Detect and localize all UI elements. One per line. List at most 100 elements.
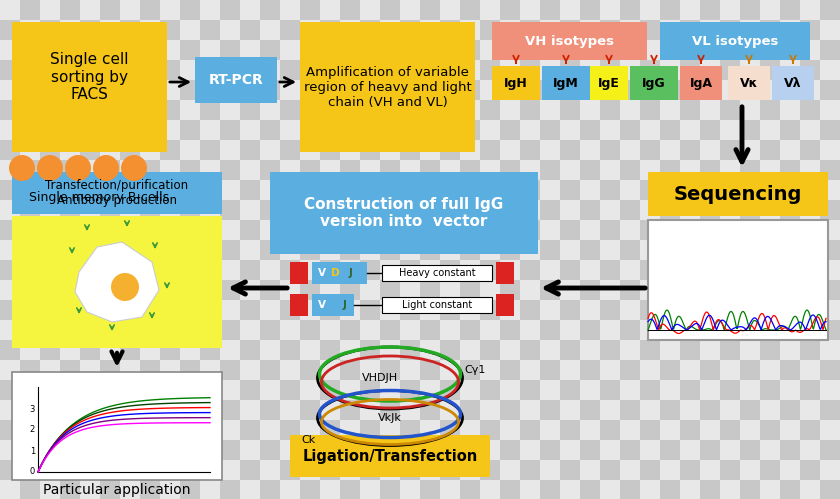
Bar	[20, 440, 40, 460]
Bar	[496, 262, 514, 284]
Bar	[360, 300, 380, 320]
Bar	[560, 460, 580, 480]
Bar	[260, 460, 280, 480]
Bar	[780, 160, 800, 180]
Bar	[640, 100, 660, 120]
Bar	[620, 440, 640, 460]
Bar	[280, 40, 300, 60]
Bar	[360, 360, 380, 380]
Bar	[600, 220, 620, 240]
Bar	[820, 400, 840, 420]
Bar	[60, 280, 80, 300]
Bar	[800, 100, 820, 120]
Bar	[520, 360, 540, 380]
Bar	[420, 240, 440, 260]
Bar	[420, 20, 440, 40]
Bar	[560, 340, 580, 360]
Bar	[420, 180, 440, 200]
Bar	[680, 460, 700, 480]
Bar	[100, 140, 120, 160]
Bar	[120, 180, 140, 200]
Bar	[160, 440, 180, 460]
Bar	[20, 220, 40, 240]
Bar	[660, 20, 680, 40]
Bar	[80, 480, 100, 499]
Bar	[200, 180, 220, 200]
Polygon shape	[75, 242, 159, 322]
Bar	[380, 260, 400, 280]
Bar	[380, 340, 400, 360]
Bar	[180, 340, 200, 360]
Bar	[640, 460, 660, 480]
Bar	[720, 480, 740, 499]
Bar	[500, 240, 520, 260]
Bar	[500, 360, 520, 380]
Bar	[740, 140, 760, 160]
Bar	[80, 180, 100, 200]
Bar	[580, 240, 600, 260]
Bar	[780, 80, 800, 100]
Bar	[60, 440, 80, 460]
Bar	[680, 440, 700, 460]
Bar	[320, 80, 340, 100]
Bar	[300, 480, 320, 499]
Bar	[60, 360, 80, 380]
Bar	[728, 66, 770, 100]
Bar	[280, 460, 300, 480]
Bar	[220, 180, 240, 200]
Bar	[100, 320, 120, 340]
Bar	[340, 0, 360, 20]
Bar	[648, 172, 828, 216]
Bar	[100, 100, 120, 120]
Bar	[660, 80, 680, 100]
Bar	[0, 400, 20, 420]
Text: 1: 1	[29, 447, 35, 456]
Bar	[800, 300, 820, 320]
Bar	[740, 60, 760, 80]
Bar	[220, 0, 240, 20]
Bar	[660, 480, 680, 499]
Bar	[320, 380, 340, 400]
Bar	[440, 240, 460, 260]
Bar	[60, 480, 80, 499]
Bar	[360, 100, 380, 120]
Text: Ligation/Transfection: Ligation/Transfection	[302, 449, 478, 464]
Bar	[620, 80, 640, 100]
Bar	[200, 340, 220, 360]
Bar	[780, 360, 800, 380]
Bar	[400, 80, 420, 100]
Bar	[120, 440, 140, 460]
Bar	[620, 280, 640, 300]
Bar	[820, 180, 840, 200]
Bar	[320, 260, 340, 280]
Bar	[0, 60, 20, 80]
Bar	[180, 260, 200, 280]
Bar	[740, 320, 760, 340]
Bar	[680, 480, 700, 499]
Bar	[80, 60, 100, 80]
Bar	[300, 320, 320, 340]
Bar	[600, 120, 620, 140]
Bar	[500, 40, 520, 60]
Bar	[240, 0, 260, 20]
Bar	[720, 100, 740, 120]
Bar	[180, 280, 200, 300]
Bar	[540, 20, 560, 40]
Bar	[140, 180, 160, 200]
Bar	[540, 280, 560, 300]
Bar	[400, 120, 420, 140]
Bar	[560, 80, 580, 100]
Bar	[100, 280, 120, 300]
Bar	[800, 200, 820, 220]
Bar	[460, 440, 480, 460]
Bar	[360, 80, 380, 100]
Bar	[500, 220, 520, 240]
Bar	[780, 440, 800, 460]
Bar	[480, 180, 500, 200]
Bar	[100, 200, 120, 220]
Bar	[420, 340, 440, 360]
Bar	[600, 480, 620, 499]
Bar	[60, 420, 80, 440]
Bar	[180, 320, 200, 340]
Bar	[500, 140, 520, 160]
